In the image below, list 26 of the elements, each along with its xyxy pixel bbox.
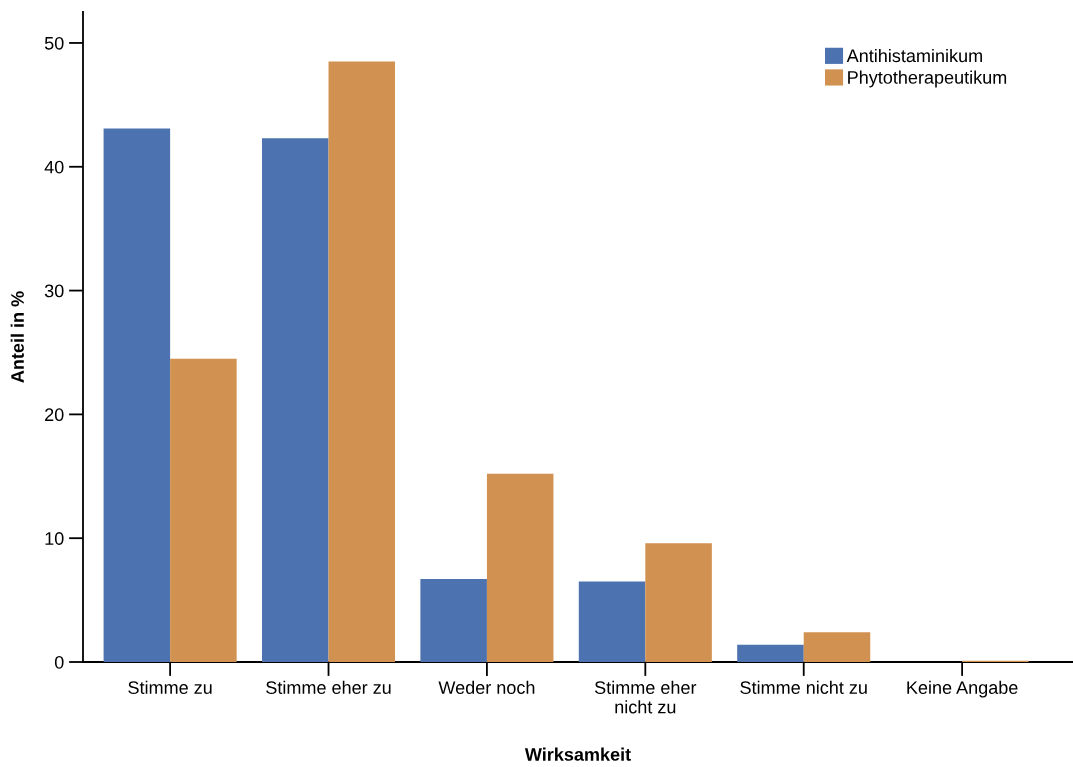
bar — [170, 358, 237, 662]
y-tick-label: 0 — [54, 655, 64, 669]
bar — [261, 138, 329, 662]
y-axis-title: Anteil in % — [10, 291, 24, 383]
legend-label: Phytotherapeutikum — [848, 70, 1007, 88]
x-tick-label: Keine Angabe — [907, 680, 1018, 698]
x-tick-label: Stimme nicht zu — [740, 680, 867, 695]
x-axis-title: Wirksamkeit — [524, 747, 631, 761]
y-tick-label: 30 — [44, 284, 64, 298]
bar — [328, 61, 396, 662]
x-tick-label: Stimme eher zu — [266, 680, 391, 695]
bar — [103, 128, 171, 662]
y-tick-label: 50 — [44, 36, 64, 50]
bar — [486, 473, 554, 662]
y-tick-label: 10 — [45, 532, 64, 545]
bar — [803, 632, 871, 662]
bar — [420, 579, 487, 662]
y-tick-label: 40 — [44, 160, 64, 174]
legend-label: Antihistaminikum — [846, 48, 982, 63]
x-tick-label: Weder noch — [438, 680, 535, 695]
x-tick-label: Stimme eher nicht zu — [594, 680, 697, 714]
x-tick-label: Stimme zu — [128, 680, 212, 695]
bar — [737, 644, 804, 662]
bar — [578, 581, 646, 662]
y-tick-label: 20 — [45, 408, 64, 422]
bar — [645, 543, 712, 662]
